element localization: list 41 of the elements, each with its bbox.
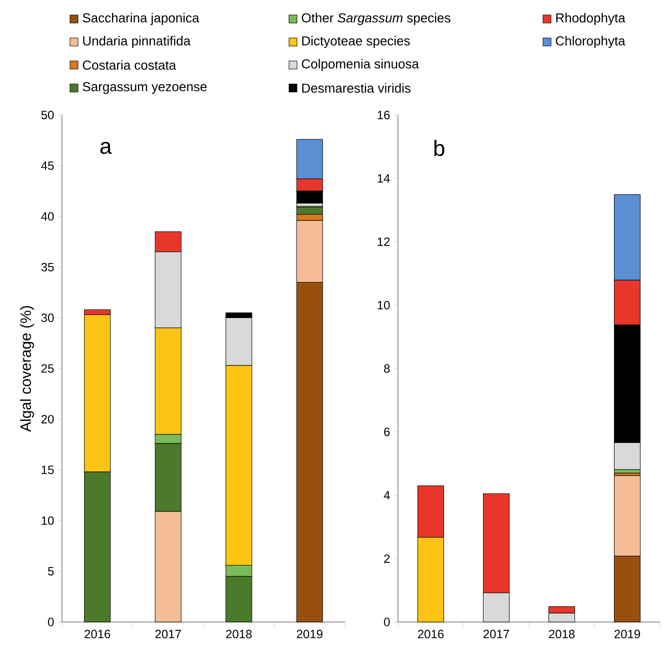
x-tick-label: 2017 [155,630,181,638]
y-tick-label: 10 [378,300,390,310]
y-tick-label: 16 [378,110,390,120]
y-tick-label: 2 [384,554,390,563]
y-tick-label: 5 [48,567,54,576]
y-tick-label: 6 [384,428,390,436]
legend-label: Undaria pinnatifida [83,36,191,48]
y-tick-label: 35 [41,262,54,272]
y-tick-label: 14 [378,174,390,182]
x-tick-label: 2016 [84,630,110,638]
x-tick-label: 2017 [484,630,509,638]
y-axis-title: Algal coverage (%) [20,306,34,432]
legend-label: Costaria costata [82,60,176,70]
x-tick-label: 2018 [549,630,575,638]
legend-label: Chlorophyta [556,36,626,48]
annotation: b [434,140,444,156]
legend-label: Dictyoteae species [302,36,410,48]
legend-label: Other Sargassum species [302,12,450,26]
y-tick-label: 0 [384,618,390,626]
y-tick-label: 20 [41,414,54,424]
x-tick-label: 2019 [614,630,640,638]
y-tick-label: 30 [41,314,54,322]
y-tick-label: 50 [41,110,54,120]
y-tick-label: 45 [41,162,54,170]
annotation: a [100,142,112,154]
legend-label: Colpomenia sinuosa [302,58,419,72]
y-tick-label: 0 [48,618,54,626]
y-tick-label: 12 [378,238,390,246]
legend-label: Desmarestia viridis [302,83,411,93]
legend-label: Sargassum yezoense [82,82,207,94]
x-tick-label: 2019 [296,630,322,638]
y-tick-label: 15 [42,466,54,474]
y-tick-label: 8 [384,364,390,373]
x-tick-label: 2018 [226,630,252,638]
y-tick-label: 25 [41,364,54,373]
y-tick-label: 4 [384,491,390,500]
x-tick-label: 2016 [418,630,444,638]
y-tick-label: 10 [42,516,54,525]
legend-label: Saccharina japonica [82,12,200,26]
y-tick-label: 40 [41,212,54,221]
legend-label: Rhodophyta [556,12,626,26]
